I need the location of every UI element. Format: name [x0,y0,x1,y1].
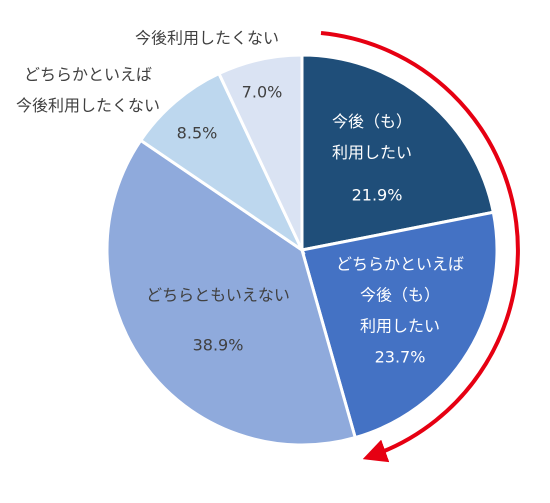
category-label: 今後（も） 利用したい [331,112,413,162]
slice [138,71,306,255]
value-label: 8.5% [176,123,218,143]
category-label: 今後利用したくない [134,28,280,48]
arrow [320,31,520,463]
value-label: 38.9% [192,335,244,355]
value-label: 7.0% [241,82,283,102]
slice [300,53,496,252]
value-label: 23.7% [374,347,426,367]
slice [216,53,304,251]
value-label: 21.9% [351,185,403,205]
category-label: どちらかといえば 今後（も） 利用したい [335,254,465,336]
category-label: どちらともいえない [146,285,290,305]
category-label: どちらかといえば 今後利用したくない [15,65,161,115]
slice [300,210,499,440]
slice [105,138,358,447]
